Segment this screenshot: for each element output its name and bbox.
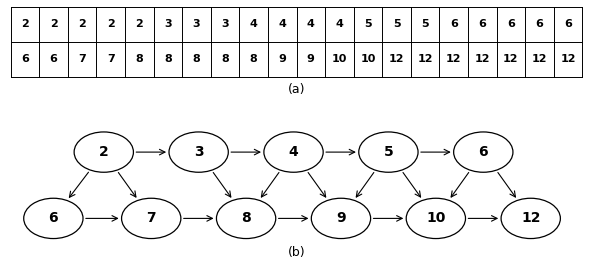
Text: 3: 3 — [164, 19, 172, 29]
Text: 2: 2 — [99, 145, 109, 159]
Text: 9: 9 — [307, 54, 315, 64]
Text: 8: 8 — [164, 54, 172, 64]
Text: 7: 7 — [146, 211, 156, 225]
Text: 12: 12 — [389, 54, 404, 64]
Text: 12: 12 — [532, 54, 547, 64]
Text: 8: 8 — [241, 211, 251, 225]
Text: 5: 5 — [393, 19, 400, 29]
Text: 12: 12 — [446, 54, 461, 64]
Text: 8: 8 — [250, 54, 257, 64]
Text: 2: 2 — [135, 19, 143, 29]
Text: 12: 12 — [417, 54, 433, 64]
Text: 4: 4 — [307, 19, 315, 29]
Text: 10: 10 — [361, 54, 375, 64]
Text: 7: 7 — [78, 54, 86, 64]
Text: 6: 6 — [49, 211, 58, 225]
Text: 2: 2 — [21, 19, 29, 29]
Text: 5: 5 — [364, 19, 372, 29]
Text: 6: 6 — [507, 19, 515, 29]
Text: 8: 8 — [193, 54, 200, 64]
Ellipse shape — [406, 198, 466, 239]
Ellipse shape — [501, 198, 560, 239]
Ellipse shape — [74, 132, 133, 172]
Text: 2: 2 — [78, 19, 86, 29]
Text: 4: 4 — [336, 19, 343, 29]
Text: 6: 6 — [479, 145, 488, 159]
Ellipse shape — [122, 198, 181, 239]
Text: 12: 12 — [474, 54, 490, 64]
Text: 6: 6 — [449, 19, 458, 29]
Ellipse shape — [454, 132, 513, 172]
Text: 10: 10 — [331, 54, 347, 64]
Text: 6: 6 — [564, 19, 572, 29]
Text: (b): (b) — [288, 246, 305, 259]
Text: 6: 6 — [535, 19, 543, 29]
Text: 4: 4 — [278, 19, 286, 29]
Ellipse shape — [359, 132, 418, 172]
Ellipse shape — [24, 198, 83, 239]
Text: 10: 10 — [426, 211, 445, 225]
Text: 4: 4 — [289, 145, 298, 159]
Text: 6: 6 — [21, 54, 29, 64]
Text: 4: 4 — [250, 19, 257, 29]
Text: 2: 2 — [50, 19, 58, 29]
Text: 12: 12 — [503, 54, 519, 64]
Text: 9: 9 — [336, 211, 346, 225]
Text: (a): (a) — [288, 83, 305, 96]
Ellipse shape — [264, 132, 323, 172]
Text: 7: 7 — [107, 54, 114, 64]
Text: 5: 5 — [421, 19, 429, 29]
Text: 6: 6 — [479, 19, 486, 29]
Text: 9: 9 — [278, 54, 286, 64]
Text: 3: 3 — [193, 19, 200, 29]
Text: 8: 8 — [135, 54, 143, 64]
Ellipse shape — [311, 198, 371, 239]
Text: 5: 5 — [384, 145, 393, 159]
Text: 2: 2 — [107, 19, 114, 29]
Text: 3: 3 — [194, 145, 203, 159]
Ellipse shape — [216, 198, 276, 239]
Text: 12: 12 — [560, 54, 576, 64]
Text: 12: 12 — [521, 211, 540, 225]
Text: 8: 8 — [221, 54, 229, 64]
Ellipse shape — [169, 132, 228, 172]
Text: 3: 3 — [221, 19, 229, 29]
Text: 6: 6 — [50, 54, 58, 64]
